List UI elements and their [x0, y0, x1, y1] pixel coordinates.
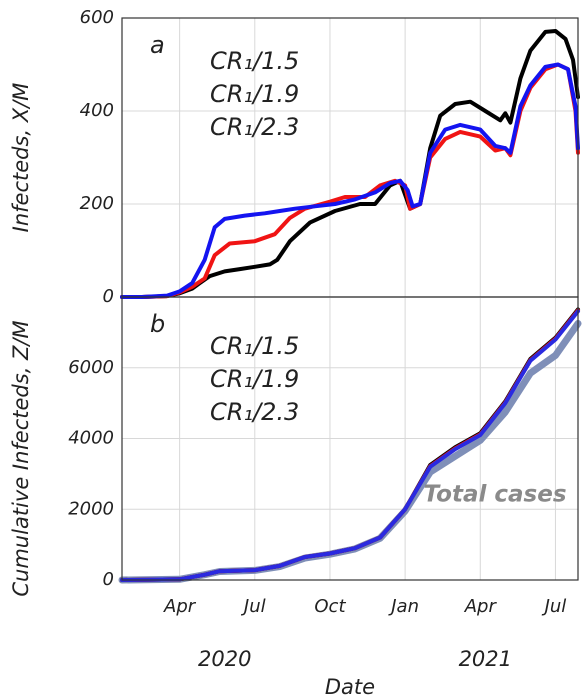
- x-axis-label: Date: [325, 675, 375, 699]
- year-label: 2021: [459, 647, 512, 671]
- y-tick-label: 400: [80, 100, 114, 121]
- y-axis-label: Cumulative Infecteds, Z/M: [9, 320, 33, 596]
- legend-entry: CR₁/1.9: [210, 365, 299, 393]
- series-line: [118, 320, 582, 584]
- x-tick-label: Jul: [241, 596, 266, 617]
- y-tick-label: 600: [80, 7, 114, 28]
- y-tick-label: 0: [103, 569, 114, 590]
- y-axis-label: Infecteds, X/M: [9, 83, 33, 233]
- legend-entry: CR₁/1.5: [210, 332, 299, 360]
- panel-label: b: [150, 310, 165, 338]
- series-line: [120, 29, 580, 299]
- x-tick-label: Apr: [464, 596, 498, 617]
- x-tick-label: Apr: [163, 596, 197, 617]
- panel-label: a: [150, 31, 165, 59]
- y-tick-label: 200: [80, 193, 114, 214]
- legend-entry: CR₁/2.3: [210, 398, 299, 426]
- series-line: [120, 62, 580, 299]
- legend-entry: CR₁/1.5: [210, 47, 299, 75]
- x-tick-label: Oct: [314, 596, 346, 617]
- x-tick-label: Jul: [542, 596, 567, 617]
- x-tick-label: Jan: [388, 596, 419, 617]
- series-line: [120, 309, 580, 582]
- legend-entry: CR₁/2.3: [210, 113, 299, 141]
- series-line: [120, 62, 580, 299]
- series-line: [120, 307, 580, 582]
- series-line: [120, 308, 580, 582]
- year-label: 2020: [198, 647, 251, 671]
- y-tick-label: 6000: [68, 357, 114, 378]
- legend-entry: CR₁/1.9: [210, 80, 299, 108]
- y-tick-label: 0: [103, 286, 114, 307]
- plot-frame: [121, 296, 579, 581]
- y-tick-label: 4000: [68, 428, 114, 449]
- annotation: Total cases: [423, 482, 566, 508]
- plot-frame: [121, 17, 579, 298]
- y-tick-label: 2000: [68, 498, 114, 519]
